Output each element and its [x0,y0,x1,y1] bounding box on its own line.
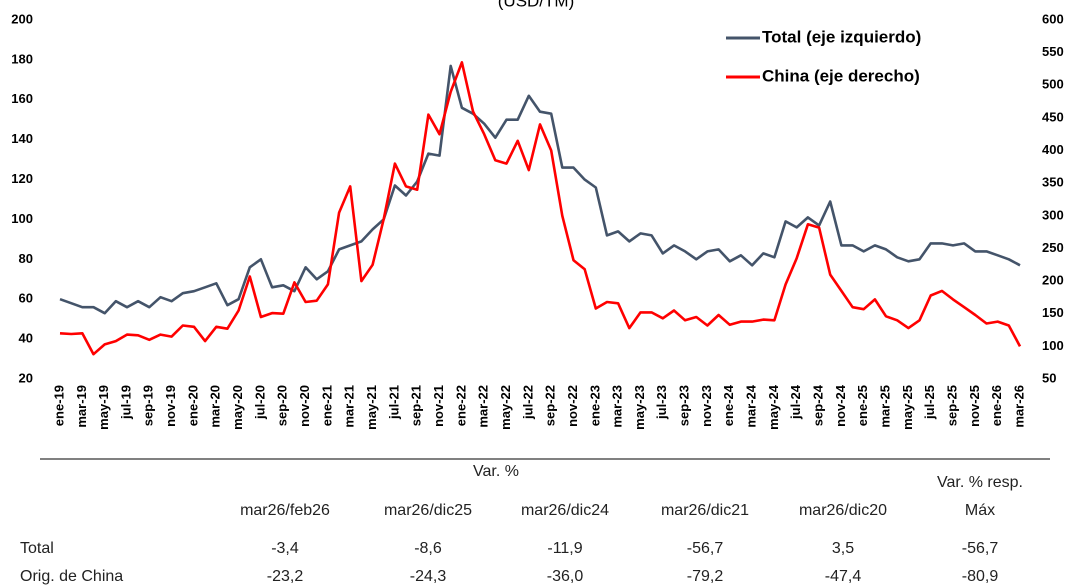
x-tick-label: mar-22 [476,385,491,428]
x-tick-label: sep-25 [944,385,959,426]
table-header: mar26/feb26 [240,502,330,519]
x-tick-label: sep-21 [409,385,424,426]
x-tick-label: may-25 [900,385,915,430]
y-tick-label: 40 [19,331,33,346]
table-header: mar26/dic25 [384,502,472,519]
y2-tick-label: 550 [1042,44,1064,59]
table-cell: -3,4 [271,540,299,557]
x-tick-label: ene-24 [721,384,736,426]
x-tick-label: mar-19 [74,385,89,428]
x-tick-label: may-24 [766,384,781,430]
x-tick-label: jul-25 [922,385,937,420]
y2-tick-label: 500 [1042,77,1064,92]
x-tick-label: nov-24 [833,384,848,427]
table-cell: -79,2 [687,568,724,585]
y-tick-label: 60 [19,291,33,306]
y2-tick-label: 50 [1042,370,1056,385]
x-tick-label: jul-21 [386,385,401,420]
table-header: mar26/dic21 [661,502,749,519]
x-tick-label: sep-23 [677,385,692,426]
y2-tick-label: 600 [1042,11,1064,26]
table-cell: -8,6 [414,540,442,557]
x-tick-label: ene-21 [319,385,334,426]
table-cell: -56,7 [962,540,999,557]
table-cell: -24,3 [410,568,447,585]
x-tick-label: sep-24 [811,384,826,426]
x-tick-label: may-23 [632,385,647,430]
table-cell: 3,5 [832,540,854,557]
x-tick-label: jul-23 [654,385,669,420]
y2-tick-label: 350 [1042,175,1064,190]
chart-title: (USD/TM) [498,0,574,10]
x-tick-label: ene-22 [453,385,468,426]
x-tick-label: mar-24 [744,384,759,427]
x-tick-label: jul-24 [788,384,803,420]
y2-tick-label: 450 [1042,109,1064,124]
x-tick-label: jul-19 [118,385,133,420]
x-tick-label: jul-22 [520,385,535,420]
y2-tick-label: 300 [1042,207,1064,222]
y-tick-label: 180 [11,51,33,66]
y2-tick-label: 100 [1042,338,1064,353]
y2-tick-label: 250 [1042,240,1064,255]
y-tick-label: 80 [19,251,33,266]
x-tick-label: nov-19 [163,385,178,427]
table-cell: -56,7 [687,540,724,557]
y2-tick-label: 200 [1042,273,1064,288]
x-tick-label: mar-26 [1011,385,1026,428]
x-tick-label: mar-23 [610,385,625,428]
y-tick-label: 140 [11,131,33,146]
y-tick-label: 200 [11,11,33,26]
x-tick-label: ene-26 [989,385,1004,426]
table-cell: -11,9 [547,540,582,557]
y-tick-label: 160 [11,91,33,106]
y2-tick-label: 400 [1042,142,1064,157]
x-tick-label: nov-21 [431,385,446,427]
table-group-header: Var. % [473,463,519,480]
table-cell: -47,4 [825,568,862,585]
x-tick-label: jul-20 [252,385,267,420]
series-line [59,61,1022,356]
x-tick-label: mar-20 [208,385,223,428]
y-tick-label: 100 [11,211,33,226]
x-tick-label: may-22 [498,385,513,430]
y2-tick-label: 150 [1042,305,1064,320]
legend-label: Total (eje izquierdo) [762,27,921,46]
x-tick-label: nov-23 [699,385,714,427]
x-tick-label: nov-22 [565,385,580,427]
x-tick-label: may-19 [96,385,111,430]
row-label: Orig. de China [20,568,123,585]
y-tick-label: 20 [19,370,33,385]
y-tick-label: 120 [11,171,33,186]
table-header: mar26/dic20 [799,502,887,519]
series-line [59,64,1021,315]
row-label: Total [20,540,54,557]
table-cell: -23,2 [267,568,304,585]
x-tick-label: nov-20 [297,385,312,427]
x-tick-label: ene-23 [587,385,602,426]
table-header: Máx [965,502,995,519]
x-tick-label: may-20 [230,385,245,430]
x-tick-label: nov-25 [967,385,982,427]
x-tick-label: may-21 [364,385,379,430]
x-tick-label: ene-25 [855,385,870,426]
x-tick-label: mar-21 [342,385,357,428]
x-tick-label: sep-22 [543,385,558,426]
table-header: mar26/dic24 [521,502,609,519]
x-tick-label: mar-25 [877,385,892,428]
x-tick-label: ene-19 [51,385,66,426]
table-cell: -80,9 [962,568,999,585]
x-tick-label: ene-20 [185,385,200,426]
legend-label: China (eje derecho) [762,66,920,85]
x-tick-label: sep-20 [275,385,290,426]
table-header: Var. % resp. [937,474,1023,491]
table-cell: -36,0 [547,568,584,585]
x-tick-label: sep-19 [141,385,156,426]
